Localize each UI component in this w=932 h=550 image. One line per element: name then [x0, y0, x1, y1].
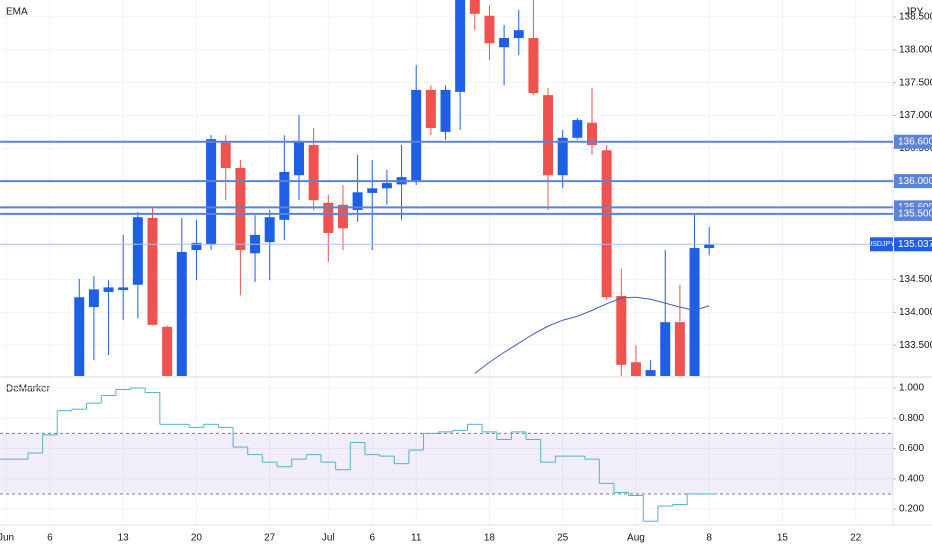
candle-body	[689, 248, 700, 376]
x-tick-label: 18	[484, 533, 496, 544]
x-tick-label: 13	[118, 533, 130, 544]
candle-body	[704, 244, 715, 249]
candle-body	[308, 145, 319, 201]
band-fill	[0, 433, 893, 494]
x-tick-label: 20	[191, 533, 203, 544]
y-tick-label: 134.500	[899, 274, 932, 285]
candle-body	[513, 30, 524, 39]
y-tick-label: 138.500	[899, 12, 932, 23]
x-tick-label: 27	[264, 533, 276, 544]
candle-body	[294, 141, 304, 176]
candle-body	[279, 171, 290, 220]
candle-body	[191, 242, 202, 251]
candle-body	[469, 0, 480, 14]
x-tick-label: 6	[47, 533, 53, 544]
candle-body	[132, 217, 143, 285]
level-label: 135.500	[898, 209, 932, 220]
candle-body	[352, 192, 363, 210]
candle-body	[674, 322, 685, 376]
y-tick-label: 137.500	[899, 77, 932, 88]
level-label: 136.000	[898, 176, 932, 187]
x-tick-label: Jun	[0, 533, 14, 544]
candle-body	[425, 89, 436, 128]
level-label-box	[894, 174, 932, 189]
level-label-box	[894, 206, 932, 221]
y-tick-label: 0.800	[899, 413, 924, 424]
last-price-box	[894, 237, 932, 252]
candle-body	[616, 295, 627, 365]
y-axis-label: JPY	[905, 7, 924, 18]
candle-body	[499, 38, 510, 48]
indicator	[0, 387, 893, 522]
candle-body	[528, 38, 539, 94]
y-tick-label: 134.000	[899, 307, 932, 318]
candle-body	[645, 370, 656, 376]
level-label: 136.600	[898, 136, 932, 147]
candle-body	[220, 141, 231, 168]
x-tick-label: Jul	[322, 533, 335, 544]
candle-body	[162, 326, 173, 376]
candle-body	[74, 297, 85, 376]
candle-body	[660, 322, 671, 376]
ema-line	[474, 296, 710, 374]
indicator-title: DeMarker	[6, 384, 51, 395]
candle-body	[543, 95, 554, 176]
y-tick-label: 0.400	[899, 473, 924, 484]
main-title: EMA	[6, 7, 28, 18]
last-price-name-box	[870, 237, 893, 252]
candle-body	[440, 89, 451, 132]
candle-body	[337, 204, 348, 229]
candle-body	[484, 15, 495, 44]
y-tick-label: 0.200	[899, 504, 924, 515]
candle-body	[235, 167, 246, 251]
candle-body	[206, 139, 217, 245]
y-tick-label: 133.500	[899, 340, 932, 351]
y-tick-label: 137.000	[899, 110, 932, 121]
candle-body	[557, 137, 568, 176]
last-price-label: 135.037	[898, 239, 932, 250]
candle-body	[367, 188, 378, 193]
last-price-name: USDJPY	[867, 241, 895, 248]
x-tick-label: 22	[850, 533, 862, 544]
x-tick-label: 6	[369, 533, 375, 544]
candle-body	[323, 202, 334, 233]
candle-body	[176, 251, 187, 376]
candle-body	[381, 183, 392, 189]
x-tick-label: Aug	[627, 533, 645, 544]
candle-body	[455, 0, 466, 92]
x-tick-label: 11	[411, 533, 422, 544]
candle-body	[601, 150, 612, 298]
y-tick-label: 0.600	[899, 443, 924, 454]
candle-body	[630, 362, 641, 376]
candle-body	[103, 287, 114, 293]
x-tick-label: 25	[557, 533, 569, 544]
x-tick-label: 8	[706, 533, 712, 544]
y-tick-label: 138.000	[899, 45, 932, 56]
candle-body	[118, 287, 129, 291]
candle-body	[147, 217, 158, 325]
candle-body	[572, 120, 583, 138]
level-label-box	[894, 134, 932, 149]
x-tick-label: 15	[777, 533, 789, 544]
candle-body	[264, 217, 275, 243]
y-tick-label: 1.000	[899, 383, 924, 394]
candle-body	[88, 289, 99, 308]
candle-body	[587, 122, 597, 146]
candle-body	[411, 89, 422, 182]
